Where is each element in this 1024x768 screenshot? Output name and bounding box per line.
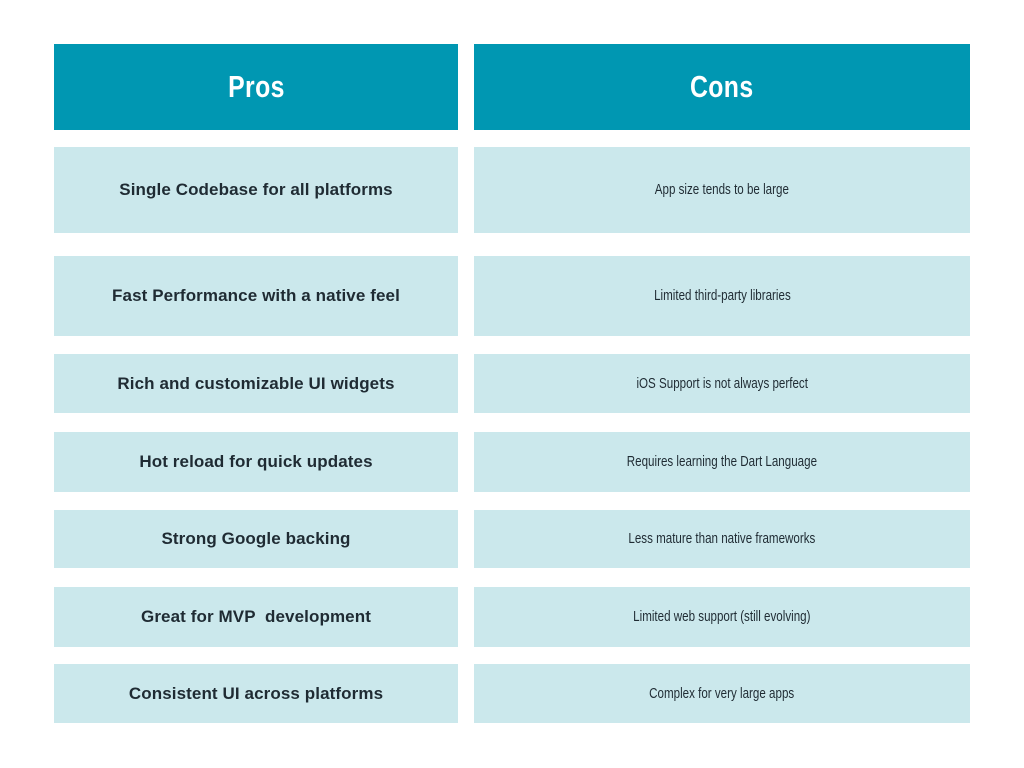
cons-header-cell: Cons: [474, 44, 970, 130]
cons-row: App size tends to be large: [474, 147, 970, 233]
cons-header-label: Cons: [690, 69, 754, 104]
pros-row: Strong Google backing: [54, 510, 458, 568]
cons-row: Limited web support (still evolving): [474, 587, 970, 647]
cons-row-text: iOS Support is not always perfect: [636, 375, 808, 392]
pros-row: Hot reload for quick updates: [54, 432, 458, 492]
pros-row-text: Single Codebase for all platforms: [119, 180, 393, 199]
cons-row-text: Requires learning the Dart Language: [626, 454, 818, 470]
pros-row-text: Great for MVP development: [141, 607, 371, 626]
pros-row-text: Fast Performance with a native feel: [112, 286, 400, 305]
pros-row-text: Consistent UI across platforms: [128, 683, 384, 703]
pros-row: Rich and customizable UI widgets: [54, 354, 458, 413]
pros-row: Fast Performance with a native feel: [54, 256, 458, 336]
cons-row: iOS Support is not always perfect: [474, 354, 970, 413]
cons-row: Requires learning the Dart Language: [474, 432, 970, 492]
pros-row-text: Rich and customizable UI widgets: [117, 373, 395, 393]
pros-row: Great for MVP development: [54, 587, 458, 647]
cons-row-text: Complex for very large apps: [649, 685, 795, 702]
pros-row: Single Codebase for all platforms: [54, 147, 458, 233]
cons-row: Complex for very large apps: [474, 664, 970, 723]
pros-row: Consistent UI across platforms: [54, 664, 458, 723]
pros-row-text: Hot reload for quick updates: [139, 452, 373, 471]
cons-row-text: App size tends to be large: [654, 182, 790, 198]
pros-column: Pros Single Codebase for all platforms F…: [54, 44, 458, 723]
cons-row: Limited third-party libraries: [474, 256, 970, 336]
cons-column: Cons App size tends to be large Limited …: [474, 44, 970, 723]
pros-row-text: Strong Google backing: [161, 529, 351, 548]
pros-header-cell: Pros: [54, 44, 458, 130]
cons-row-text: Limited third-party libraries: [653, 288, 791, 304]
cons-row-text: Less mature than native frameworks: [628, 531, 816, 547]
pros-header-label: Pros: [227, 69, 285, 104]
cons-row: Less mature than native frameworks: [474, 510, 970, 568]
cons-row-text: Limited web support (still evolving): [633, 609, 811, 625]
